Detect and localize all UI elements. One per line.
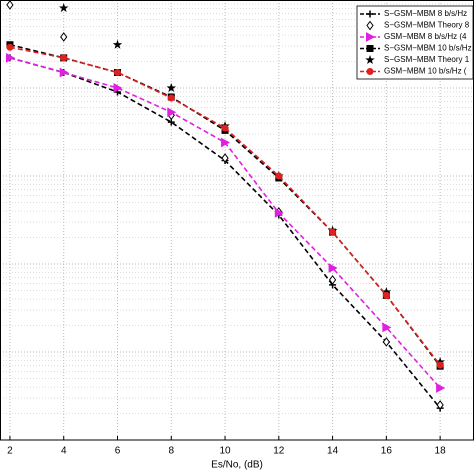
marker: [221, 153, 229, 163]
x-axis-label: Es/No, (dB): [211, 460, 263, 471]
marker: [6, 0, 14, 10]
marker: [382, 322, 392, 333]
x-tick-label: 16: [381, 446, 393, 457]
legend-label: S−GSM−MBM Theory 8: [384, 21, 470, 30]
x-tick-label: 4: [61, 446, 67, 457]
marker: [366, 32, 376, 42]
marker: [382, 337, 390, 347]
marker: [113, 69, 121, 77]
marker: [435, 356, 445, 367]
marker: [167, 107, 177, 118]
marker: [60, 32, 68, 42]
x-tick-label: 8: [168, 446, 174, 457]
marker: [5, 53, 16, 63]
marker: [381, 287, 392, 297]
legend-label: S−GSM−MBM 8 b/s/Hz: [384, 9, 467, 18]
legend-label: S−GSM−MBM 10 b/s/Hz: [384, 44, 472, 53]
marker: [221, 124, 229, 132]
marker: [436, 383, 446, 393]
marker: [366, 10, 374, 18]
marker: [274, 208, 284, 218]
series-line: [9, 46, 441, 366]
legend-box: [356, 5, 474, 80]
legend: S−GSM−MBM 8 b/s/Hz S−GSM−MBM Theory 8 GSM−…: [356, 5, 474, 80]
marker: [113, 83, 123, 93]
marker: [167, 94, 175, 102]
marker: [328, 275, 337, 285]
marker: [275, 172, 283, 180]
marker: [365, 55, 375, 65]
marker: [221, 137, 231, 148]
legend-label: GSM−MBM 8 b/s/Hz (4: [384, 32, 467, 41]
marker: [366, 20, 374, 31]
marker: [112, 39, 123, 49]
marker: [6, 43, 14, 51]
legend-label: S−GSM−MBM Theory 1: [384, 55, 470, 64]
plot-area: [5, 0, 446, 412]
marker: [366, 45, 374, 52]
marker: [166, 83, 177, 93]
marker: [59, 67, 69, 78]
marker: [436, 361, 444, 369]
x-tick-label: 2: [7, 446, 13, 457]
series-line: [9, 43, 441, 367]
marker: [436, 400, 444, 410]
x-tick-label: 18: [435, 446, 447, 457]
marker: [60, 54, 68, 62]
marker: [329, 228, 337, 236]
marker: [328, 263, 338, 273]
x-tick-label: 10: [219, 446, 231, 457]
legend-label: GSM−MBM 10 b/s/Hz (: [384, 67, 467, 76]
x-tick-label: 12: [273, 446, 285, 457]
marker: [382, 291, 390, 299]
marker: [366, 68, 374, 75]
x-tick-label: 6: [115, 446, 121, 457]
x-tick-label: 14: [327, 446, 339, 457]
marker: [58, 3, 69, 13]
